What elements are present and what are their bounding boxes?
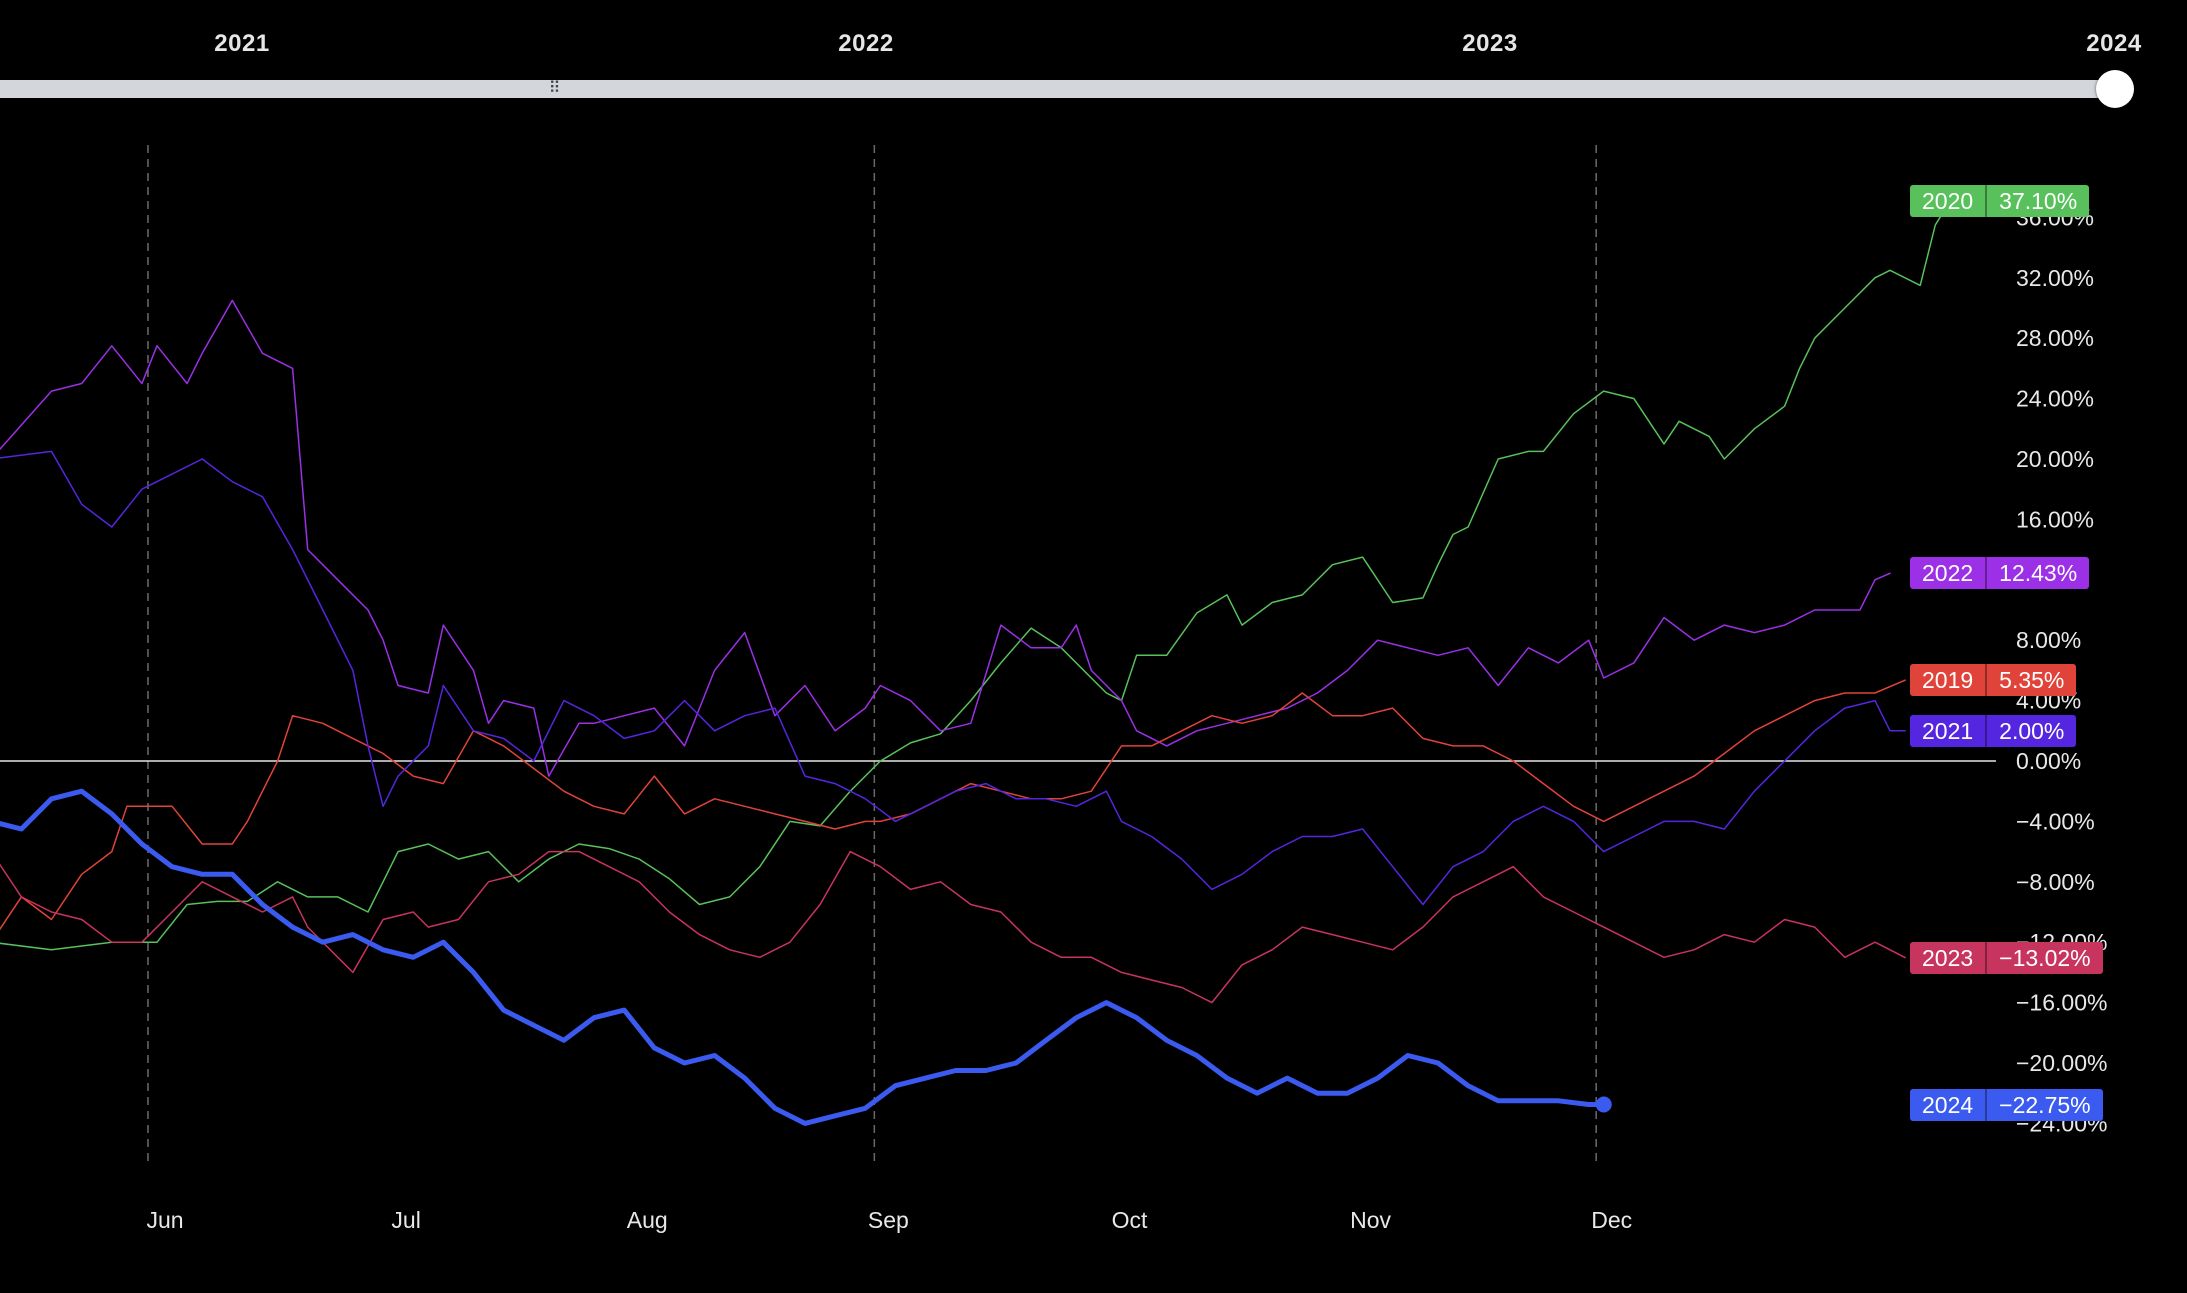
series-badge-value: 2.00% xyxy=(1985,714,2076,747)
series-badge-year: 2022 xyxy=(1922,560,1974,587)
series-line-2023 xyxy=(0,850,1906,1004)
series-badge-2022: 2022 12.43% xyxy=(1910,557,2090,590)
timeline-slider-handle[interactable] xyxy=(2096,70,2134,108)
y-tick-label: −16.00% xyxy=(2016,990,2107,1016)
series-badge-2020: 2020 37.10% xyxy=(1910,184,2090,217)
timeline-year-2023[interactable]: 2023 xyxy=(1462,30,1518,57)
timeline-year-2024[interactable]: 2024 xyxy=(2086,30,2142,57)
drag-grip-icon[interactable]: ⠿ xyxy=(548,80,561,97)
series-badge-2023: 2023 −13.02% xyxy=(1910,941,2103,974)
timeline-slider-track[interactable] xyxy=(0,80,2112,98)
x-tick-label: Dec xyxy=(1591,1207,1632,1233)
y-tick-label: 20.00% xyxy=(2016,446,2094,472)
series-badge-value: 5.35% xyxy=(1985,664,2076,697)
series-line-2021 xyxy=(0,450,1906,906)
series-badge-2019: 2019 5.35% xyxy=(1910,664,2077,697)
series-line-2019 xyxy=(0,679,1906,931)
timeline-year-2022[interactable]: 2022 xyxy=(838,30,894,57)
timeline-year-2021[interactable]: 2021 xyxy=(214,30,270,57)
x-tick-label: Aug xyxy=(627,1207,668,1233)
series-badge-year: 2023 xyxy=(1922,944,1974,971)
y-tick-label: −8.00% xyxy=(2016,869,2095,895)
series-badge-value: 12.43% xyxy=(1985,557,2089,590)
series-badge-year: 2020 xyxy=(1922,187,1974,214)
series-badge-2024: 2024 −22.75% xyxy=(1910,1088,2103,1121)
series-badge-value: −13.02% xyxy=(1985,941,2102,974)
x-tick-label: Jun xyxy=(146,1207,183,1233)
series-badge-year: 2019 xyxy=(1922,667,1974,694)
y-tick-label: −20.00% xyxy=(2016,1050,2107,1076)
series-line-2020 xyxy=(0,200,1952,951)
series-badge-value: 37.10% xyxy=(1985,184,2089,217)
y-tick-label: 16.00% xyxy=(2016,506,2094,532)
x-tick-label: Oct xyxy=(1112,1207,1148,1233)
y-tick-label: 0.00% xyxy=(2016,748,2081,774)
series-badge-year: 2021 xyxy=(1922,717,1974,744)
series-line-2024 xyxy=(0,788,1607,1126)
x-tick-label: Nov xyxy=(1350,1207,1391,1233)
y-tick-label: 28.00% xyxy=(2016,325,2094,351)
series-badge-year: 2024 xyxy=(1922,1091,1974,1118)
y-tick-label: 24.00% xyxy=(2016,386,2094,412)
x-tick-label: Sep xyxy=(868,1207,909,1233)
series-badge-value: −22.75% xyxy=(1985,1088,2102,1121)
y-tick-label: −4.00% xyxy=(2016,808,2095,834)
series-line-2022 xyxy=(0,299,1891,777)
series-badge-2021: 2021 2.00% xyxy=(1910,714,2077,747)
y-tick-label: 32.00% xyxy=(2016,265,2094,291)
series-end-point-2024 xyxy=(1595,1096,1612,1113)
x-tick-label: Jul xyxy=(391,1207,420,1233)
y-tick-label: 8.00% xyxy=(2016,627,2081,653)
